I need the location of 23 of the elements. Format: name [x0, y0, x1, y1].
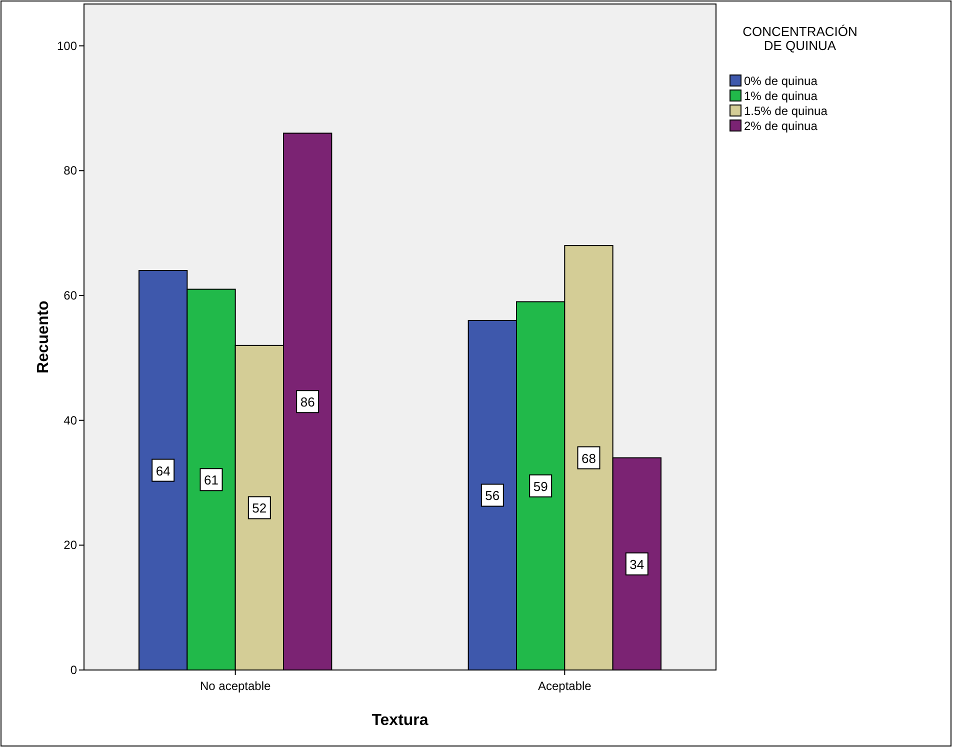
data-label: 86: [300, 394, 315, 410]
legend-label: 0% de quinua: [744, 74, 818, 88]
y-tick-label: 40: [64, 413, 78, 428]
y-axis-title: Recuento: [35, 300, 52, 374]
y-tick-label: 0: [70, 663, 78, 677]
data-label: 52: [252, 500, 267, 516]
x-tick-label: No aceptable: [200, 679, 272, 693]
x-axis-title: Textura: [372, 712, 428, 729]
y-tick-label: 80: [64, 164, 78, 178]
data-label: 59: [533, 478, 548, 494]
y-tick-label: 20: [64, 538, 78, 552]
legend-label: 1.5% de quinua: [744, 104, 828, 118]
legend-title: CONCENTRACIÓN DE QUINUA: [742, 24, 858, 53]
data-label: 68: [582, 450, 596, 466]
legend-label: 1% de quinua: [744, 89, 818, 103]
y-tick-label: 100: [56, 38, 78, 53]
legend-label: 2% de quinua: [744, 119, 818, 133]
data-label: 61: [204, 472, 218, 488]
x-tick-label: Aceptable: [538, 679, 592, 693]
data-label: 64: [156, 463, 170, 478]
y-tick-label: 60: [64, 288, 78, 302]
data-label: 56: [485, 488, 500, 504]
data-label: 34: [630, 556, 644, 572]
